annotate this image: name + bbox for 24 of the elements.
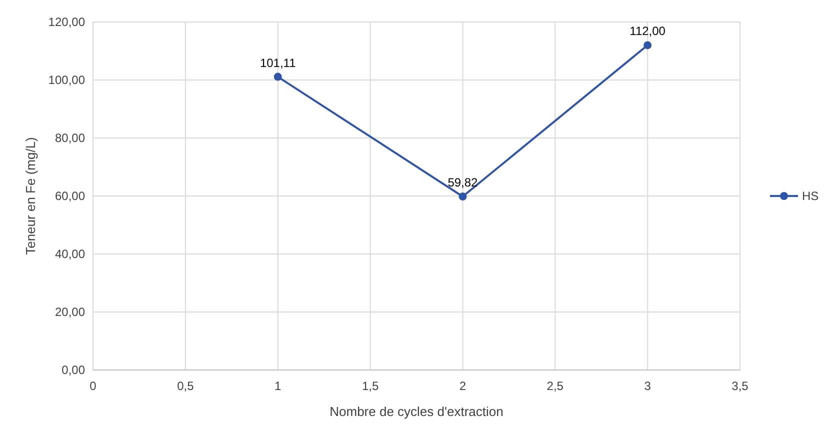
x-tick-label: 1,5: [362, 379, 379, 393]
y-tick-label: 80,00: [54, 131, 86, 145]
y-tick-label: 60,00: [54, 189, 86, 203]
legend-label: HS: [802, 189, 819, 203]
y-tick-label: 0,00: [62, 363, 86, 377]
point: [458, 192, 467, 201]
data-label: 101,11: [260, 56, 296, 70]
x-tick-label: 3,5: [732, 379, 749, 393]
y-tick-label: 40,00: [54, 247, 86, 261]
x-tick-label: 1: [274, 379, 282, 393]
x-tick-label: 0,5: [177, 379, 194, 393]
x-tick-label: 2: [459, 379, 466, 393]
x-tick-label: 2,5: [546, 379, 564, 393]
x-axis-title: Nombre de cycles d'extraction: [330, 404, 504, 419]
y-tick-label: 120,00: [48, 15, 86, 29]
y-tick-label: 20,00: [54, 305, 86, 319]
data-label: 112,00: [630, 24, 666, 38]
point: [274, 72, 282, 81]
data-label: 59,82: [448, 176, 478, 190]
x-tick-label: 3: [644, 379, 652, 393]
point: [644, 41, 652, 50]
x-tick-label: 0: [90, 379, 97, 393]
y-tick-label: 100,00: [48, 73, 86, 87]
y-axis-title: Teneur en Fe (mg/L): [23, 137, 38, 255]
